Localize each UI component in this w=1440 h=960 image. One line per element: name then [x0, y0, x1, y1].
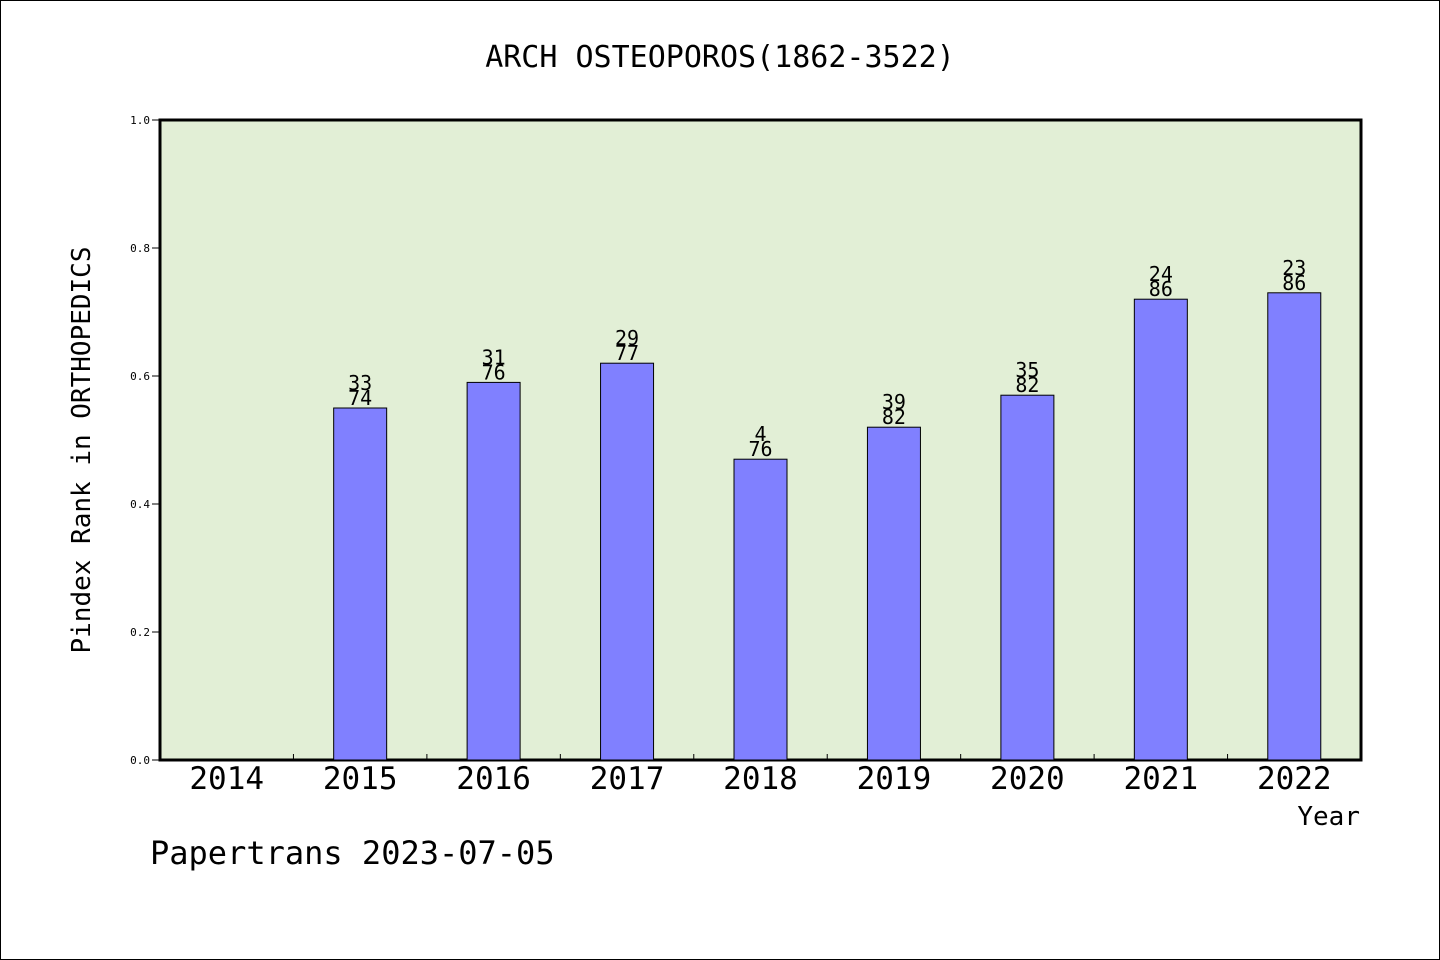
x-axis-label: Year	[1297, 802, 1360, 832]
bar-2020	[1000, 394, 1055, 761]
bar-total-label: 82	[1015, 373, 1039, 397]
bar-total-label: 86	[1149, 277, 1173, 301]
y-tick-label: 0.6	[130, 370, 150, 383]
bar-total-label: 77	[615, 341, 639, 365]
y-tick-label: 0.0	[130, 754, 150, 767]
x-tick-label: 2019	[857, 761, 932, 797]
bar-total-label: 86	[1282, 271, 1306, 295]
y-tick-label: 0.8	[130, 242, 150, 255]
bar-2017	[600, 362, 655, 761]
y-tick-label: 0.2	[130, 626, 150, 639]
bar-2021	[1133, 298, 1188, 761]
x-tick-label: 2020	[990, 761, 1065, 797]
y-tick-label: 0.4	[130, 498, 150, 511]
y-tick-label: 1.0	[130, 114, 150, 127]
bar-2019	[866, 426, 921, 761]
bar-rank-label: 39	[882, 390, 906, 414]
bar-2015	[333, 407, 388, 761]
bar-2016	[466, 381, 521, 761]
x-tick-label: 2017	[590, 761, 665, 797]
bar-rank-label: 23	[1282, 256, 1306, 280]
x-tick-label: 2016	[456, 761, 531, 797]
bar-rank-label: 31	[482, 345, 506, 369]
bar-total-label: 76	[482, 360, 506, 384]
x-tick-label: 2021	[1124, 761, 1199, 797]
x-tick-label: 2014	[189, 761, 264, 797]
y-axis-label: Pindex Rank in ORTHOPEDICS	[67, 247, 97, 654]
x-tick-label: 2022	[1257, 761, 1332, 797]
bars-layer	[333, 292, 1322, 761]
bar-rank-label: 29	[615, 326, 639, 350]
chart-title: ARCH OSTEOPOROS(1862-3522)	[485, 40, 955, 75]
x-tick-label: 2018	[723, 761, 798, 797]
x-tick-label: 2015	[323, 761, 398, 797]
bar-rank-label: 33	[348, 371, 372, 395]
bar-total-label: 74	[348, 386, 372, 410]
bar-total-label: 76	[748, 437, 772, 461]
bar-rank-label: 4	[754, 422, 766, 446]
bar-rank-label: 24	[1149, 262, 1173, 286]
bar-2018	[733, 458, 788, 761]
bar-2022	[1267, 292, 1322, 761]
x-ticks-layer: 2014 2015 2016 2017 2018 2019 2020 2021 2022	[189, 754, 1332, 797]
bar-total-label: 82	[882, 405, 906, 429]
bar-rank-label: 35	[1015, 358, 1039, 382]
y-ticks-layer: 0.0 0.2 0.4 0.6 0.8 1.0	[130, 114, 160, 767]
footer-credit: Papertrans 2023-07-05	[150, 834, 555, 872]
